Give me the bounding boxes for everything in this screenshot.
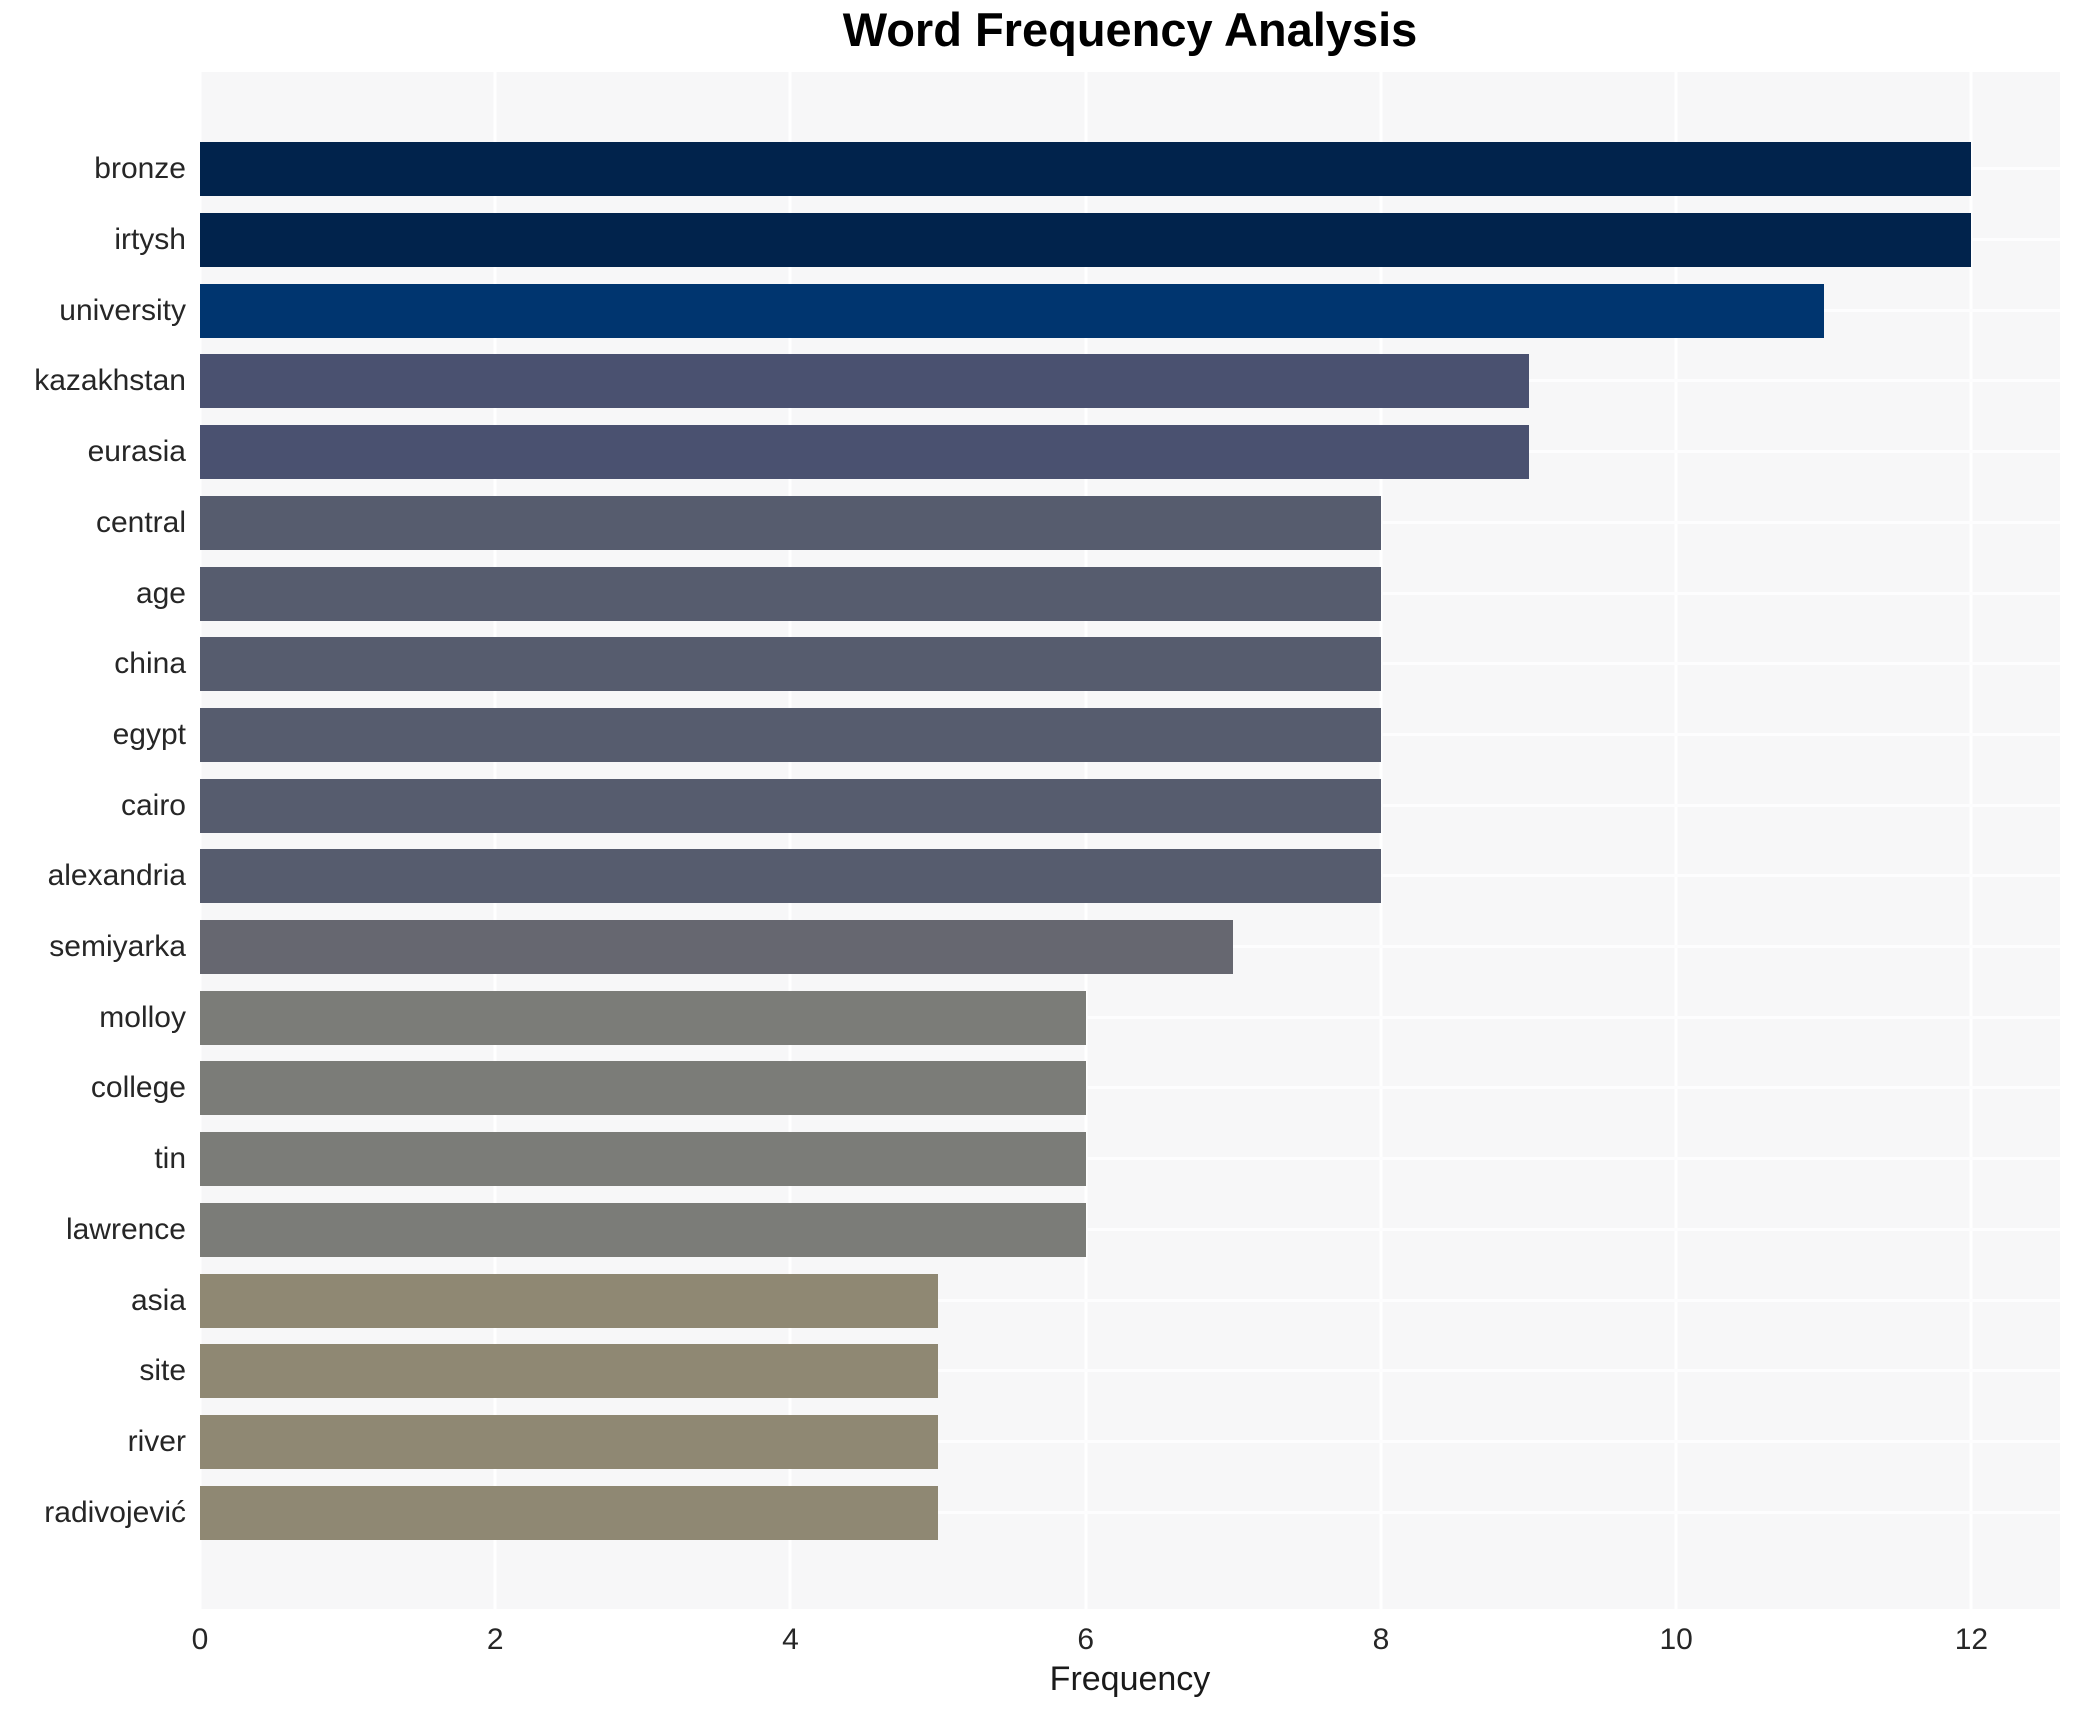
bar-row: lawrence [66, 1195, 2060, 1266]
x-tick-label: 6 [1077, 1623, 1095, 1656]
frequency-bar [200, 354, 1529, 409]
frequency-bar [200, 778, 1381, 833]
y-tick-label: molloy [99, 1000, 186, 1034]
bar-row: river [128, 1407, 2060, 1478]
gridline-y [200, 1227, 2060, 1231]
bar-row: radivojević [44, 1477, 2060, 1548]
y-tick-label: alexandria [47, 859, 186, 893]
frequency-bar [200, 1344, 939, 1399]
plot-area: bronze irtysh university kazakhstan eurasia c… [34, 72, 2060, 1609]
gridline-x-4 [788, 72, 792, 1609]
y-tick-label: university [59, 293, 186, 327]
y-tick-label: lawrence [65, 1212, 186, 1246]
gridline-y [200, 1440, 2060, 1443]
frequency-bar [200, 849, 1381, 904]
bar-row: egypt [113, 700, 2060, 771]
y-tick-label: irtysh [114, 223, 186, 257]
gridline-y [200, 1298, 2060, 1302]
x-tick-label: 8 [1372, 1623, 1390, 1656]
frequency-bar [200, 142, 1972, 197]
x-tick-label: 10 [1659, 1623, 1693, 1656]
y-tick-label: cairo [120, 788, 186, 822]
frequency-bar [200, 425, 1529, 480]
frequency-bar [200, 1273, 939, 1328]
gridline-y [200, 1086, 2060, 1090]
gridline-x-12 [1969, 72, 1973, 1609]
bar-row: alexandria [48, 841, 2060, 912]
y-tick-label: semiyarka [49, 930, 186, 964]
frequency-bar [200, 1132, 1086, 1187]
gridline-x-6 [1084, 72, 1088, 1609]
y-tick-label: river [127, 1425, 186, 1458]
bar-row: college [91, 1053, 2060, 1124]
frequency-bar [200, 1415, 939, 1469]
bar-row: bronze [94, 134, 2060, 205]
frequency-bar [200, 990, 1086, 1045]
y-tick-label: tin [154, 1142, 186, 1176]
y-tick-label: radivojević [44, 1495, 186, 1529]
bar-row: china [114, 629, 2060, 700]
frequency-bar [200, 566, 1381, 621]
y-tick-label: central [95, 505, 186, 539]
x-axis-label: Frequency [1049, 1660, 1211, 1698]
x-tick-label: 2 [486, 1623, 504, 1656]
y-tick-label: site [139, 1354, 186, 1388]
bar-row: kazakhstan [34, 346, 2060, 417]
y-tick-label: college [90, 1071, 186, 1105]
bar-rows: bronze irtysh university kazakhstan eurasia c… [34, 72, 2060, 1609]
gridline-y [200, 1510, 2060, 1514]
frequency-bar [200, 637, 1381, 692]
y-tick-label: bronze [94, 152, 186, 186]
x-axis-ticks: 0 2 4 6 8 10 12 [192, 1609, 2060, 1665]
gridline-x-8 [1379, 72, 1383, 1609]
bar-row: central [96, 488, 2060, 559]
bar-row: age [136, 558, 2060, 629]
x-tick-label: 12 [1954, 1623, 1989, 1656]
bar-row: tin [154, 1124, 2060, 1195]
bar-row: eurasia [88, 417, 2060, 488]
gridline-x-2 [493, 72, 497, 1609]
bar-row: cairo [121, 770, 2060, 841]
frequency-bar [200, 1061, 1086, 1116]
frequency-bar [200, 213, 1972, 268]
gridline-y [200, 1369, 2060, 1373]
gridline-x-0 [198, 72, 202, 1609]
frequency-bar [200, 707, 1381, 762]
x-tick-label: 4 [782, 1623, 799, 1656]
y-tick-label: eurasia [87, 435, 186, 469]
bar-row: semiyarka [49, 912, 2060, 983]
x-tick-label: 0 [191, 1623, 209, 1656]
frequency-bar [200, 1202, 1086, 1257]
gridline-y [200, 1015, 2060, 1019]
y-tick-label: kazakhstan [34, 364, 186, 398]
frequency-bar [200, 283, 1824, 338]
y-tick-label: egypt [112, 717, 186, 751]
frequency-bar [200, 1485, 939, 1540]
bar-row: university [59, 275, 2060, 346]
chart-title: Word Frequency Analysis [842, 3, 1418, 56]
gridline-y [200, 1157, 2060, 1161]
bar-row: asia [131, 1265, 2060, 1336]
bar-row: site [139, 1336, 2060, 1407]
gridline-x-10 [1674, 72, 1678, 1609]
y-tick-label: age [135, 576, 186, 610]
bar-row: molloy [99, 982, 2060, 1053]
y-tick-label: asia [130, 1283, 186, 1317]
bar-row: irtysh [114, 205, 2060, 276]
frequency-bar [200, 495, 1381, 550]
y-tick-label: china [114, 647, 186, 681]
frequency-bar [200, 920, 1234, 975]
